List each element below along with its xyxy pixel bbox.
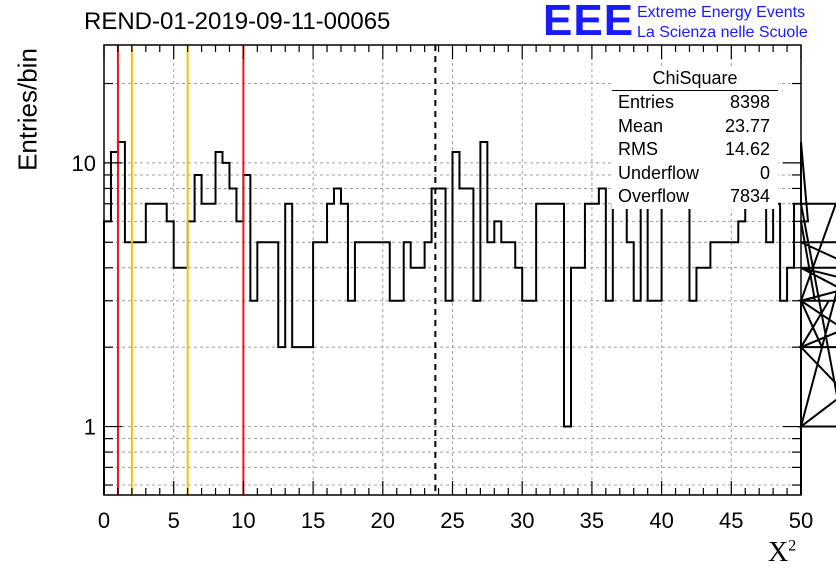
stats-row-underflow: Underflow 0 bbox=[612, 162, 778, 186]
chart-title: REND-01-2019-09-11-00065 bbox=[84, 8, 391, 35]
logo-line-1: Extreme Energy Events bbox=[637, 4, 806, 21]
y-axis-label: Entries/bin bbox=[12, 48, 43, 171]
stats-value: 14.62 bbox=[724, 139, 770, 159]
x-tick-label: 25 bbox=[440, 508, 464, 533]
x-axis-label: X2 bbox=[768, 537, 796, 569]
x-tick-label: 20 bbox=[371, 508, 395, 533]
x-tick-label: 40 bbox=[649, 508, 673, 533]
stats-label: Overflow bbox=[618, 186, 690, 206]
marker-lines bbox=[116, 45, 437, 495]
y-tick-label: 1 bbox=[84, 415, 96, 440]
stats-row-rms: RMS 14.62 bbox=[612, 138, 778, 162]
stats-box-title: ChiSquare bbox=[612, 68, 778, 91]
x-axis-label-text: X bbox=[768, 537, 789, 568]
x-tick-label: 0 bbox=[98, 508, 110, 533]
stats-label: RMS bbox=[618, 139, 658, 159]
stats-row-mean: Mean 23.77 bbox=[612, 115, 778, 139]
x-tick-label: 35 bbox=[580, 508, 604, 533]
stats-box: ChiSquare Entries 8398 Mean 23.77 RMS 14.62… bbox=[612, 68, 778, 209]
y-tick-label: 10 bbox=[72, 151, 96, 176]
x-axis-label-superscript: 2 bbox=[788, 537, 797, 555]
logo-line-2: La Scienza nelle Scuole bbox=[637, 24, 808, 41]
axis-ticks: 0 5 10 15 20 25 30 35 40 45 50 1 10 bbox=[72, 45, 813, 533]
stats-value: 7834 bbox=[729, 186, 770, 206]
stats-value: 8398 bbox=[729, 92, 770, 112]
x-tick-label: 30 bbox=[510, 508, 534, 533]
stats-label: Underflow bbox=[618, 162, 700, 183]
stats-label: Mean bbox=[618, 115, 664, 136]
x-tick-label: 10 bbox=[231, 508, 255, 533]
stats-row-entries: Entries 8398 bbox=[612, 91, 778, 115]
x-tick-label: 15 bbox=[301, 508, 325, 533]
x-tick-label: 45 bbox=[719, 508, 743, 533]
stats-label: Entries bbox=[618, 92, 675, 112]
stats-row-overflow: Overflow 7834 bbox=[612, 185, 778, 209]
stats-value: 23.77 bbox=[724, 115, 770, 136]
x-tick-label: 50 bbox=[789, 508, 813, 533]
stats-value: 0 bbox=[759, 162, 770, 183]
x-tick-label: 5 bbox=[168, 508, 180, 533]
eee-logo: EEE bbox=[543, 0, 635, 45]
